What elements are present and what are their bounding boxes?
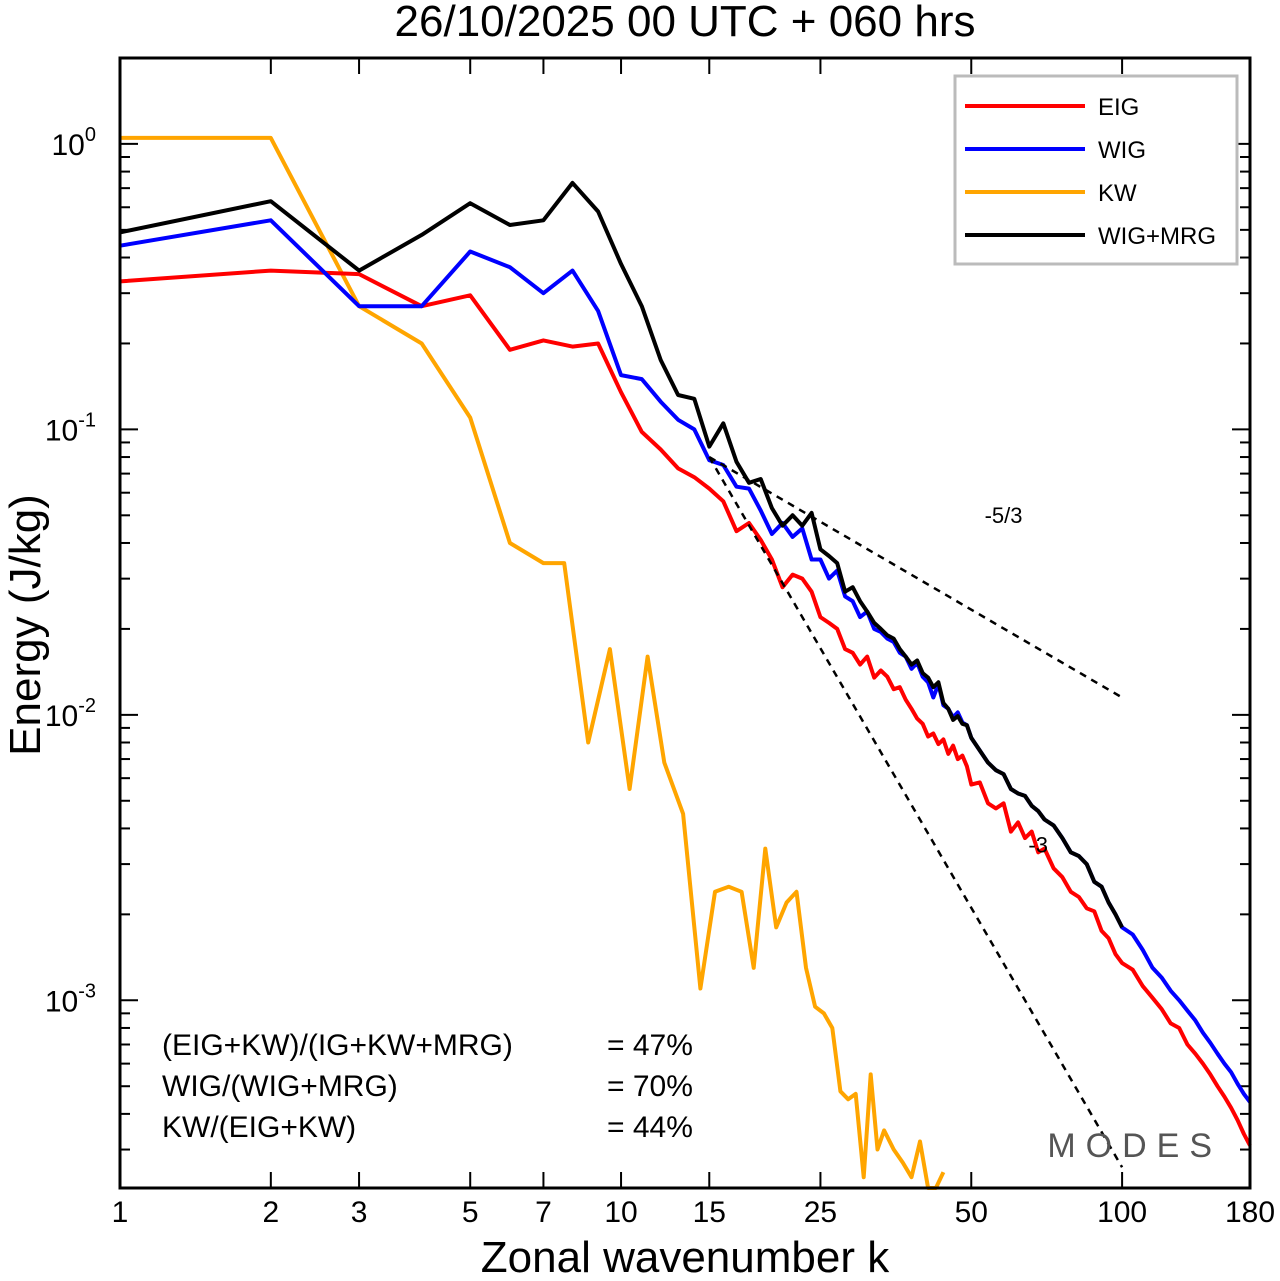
ratio-value: = 70% [607, 1070, 693, 1103]
ratio-value: = 44% [607, 1111, 693, 1144]
slope-label: -5/3 [985, 503, 1023, 528]
y-tick-exponent: -1 [78, 409, 96, 431]
y-tick-exponent: -3 [78, 980, 96, 1002]
x-tick-label: 15 [693, 1196, 726, 1229]
x-tick-label: 1 [112, 1196, 129, 1229]
modes-logo: MODES [1047, 1127, 1222, 1165]
slope-line [708, 455, 1123, 699]
x-tick-label: 25 [804, 1196, 837, 1229]
legend-label: EIG [1098, 94, 1139, 121]
x-tick-label: 10 [604, 1196, 637, 1229]
x-tick-label: 180 [1225, 1196, 1275, 1229]
x-tick-label: 100 [1097, 1196, 1147, 1229]
x-tick-label: 50 [955, 1196, 988, 1229]
y-axis-label: Energy (J/kg) [1, 494, 50, 756]
legend-label: KW [1098, 180, 1137, 207]
ratio-annotations: (EIG+KW)/(IG+KW+MRG) = 47% WIG/(WIG+MRG) = … [162, 1029, 693, 1144]
plot-frame [118, 56, 1252, 1190]
series-line-wig-mrg [119, 180, 1124, 929]
x-tick-label: 3 [351, 1196, 368, 1229]
slope-line [708, 456, 1124, 1168]
y-tick-exponent: -2 [78, 695, 96, 717]
x-tick-label: 2 [262, 1196, 279, 1229]
y-tick-exponent: 0 [85, 124, 96, 146]
legend-items: EIG WIG KW WIG+MRG [965, 94, 1216, 250]
y-tick-label: 10-3 [45, 980, 96, 1018]
legend: EIG WIG KW WIG+MRG [953, 74, 1239, 266]
ratio-value: = 47% [607, 1029, 693, 1062]
y-tick-label: 100 [52, 124, 97, 162]
ratio-label: (EIG+KW)/(IG+KW+MRG) [162, 1029, 513, 1062]
series-line-eig [119, 268, 1252, 1147]
y-tick-base: 10 [45, 985, 78, 1018]
slope-label: -3 [1028, 832, 1048, 857]
y-tick-label: 10-2 [45, 695, 96, 733]
x-axis-label: Zonal wavenumber k [481, 1233, 890, 1281]
slope-reference-lines: -5/3 -3 [708, 455, 1124, 1168]
ratio-label: WIG/(WIG+MRG) [162, 1070, 398, 1103]
y-tick-label: 10-1 [45, 409, 96, 447]
x-tick-label: 7 [535, 1196, 552, 1229]
legend-label: WIG [1098, 137, 1146, 164]
x-tick-label: 5 [462, 1196, 479, 1229]
legend-label: WIG+MRG [1098, 223, 1216, 250]
y-tick-base: 10 [45, 700, 78, 733]
series-line-kw [120, 135, 946, 1190]
y-tick-base: 10 [52, 129, 85, 162]
y-tick-base: 10 [45, 414, 78, 447]
chart-title: 26/10/2025 00 UTC + 060 hrs [395, 0, 976, 46]
series-lines [119, 135, 1252, 1190]
ratio-label: KW/(EIG+KW) [162, 1111, 356, 1144]
